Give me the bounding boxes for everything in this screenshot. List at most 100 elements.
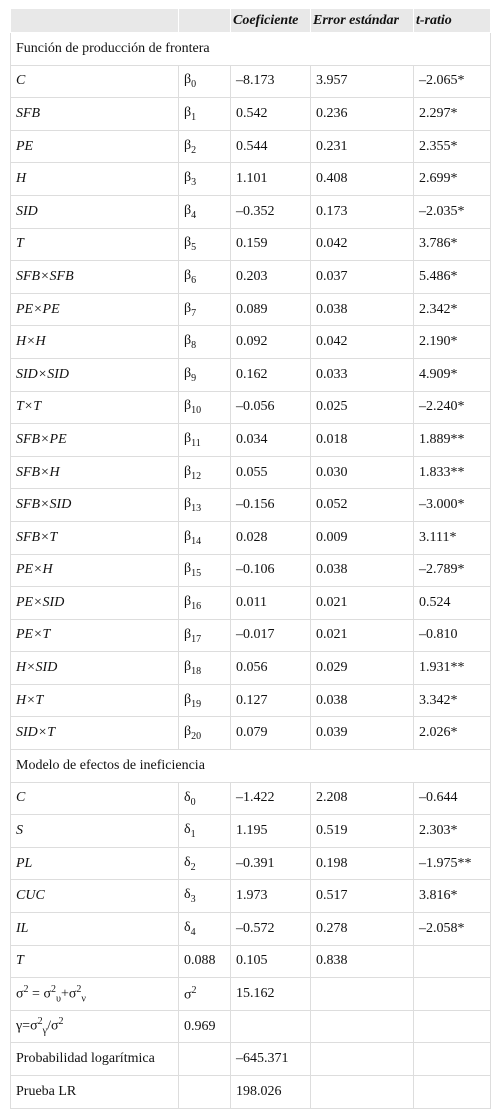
value-cell: 3.957 [310, 64, 414, 99]
value-cell: 0.029 [310, 651, 414, 685]
variable-label: SFB×T [10, 520, 179, 555]
symbol-part: 4 [191, 209, 197, 221]
symbol-cell: δ0 [178, 781, 231, 816]
symbol-cell: β19 [178, 683, 231, 718]
symbol-cell: β5 [178, 227, 231, 262]
symbol-cell: β13 [178, 488, 231, 522]
variable-label: Probabilidad logarítmica [10, 1042, 179, 1076]
symbol-cell: β20 [178, 716, 231, 751]
table-header: Coeficiente Error estándar t-ratio [10, 8, 491, 33]
symbol-part: = σ [28, 986, 51, 1002]
symbol-part: β [184, 137, 192, 153]
data-row: T×T β10 –0.056 0.025 –2.240* [10, 390, 491, 425]
value-cell: 2.026* [413, 716, 491, 751]
value-cell: 0.105 [230, 944, 311, 979]
value-cell: 3.816* [413, 879, 491, 914]
variable-label: C [10, 64, 179, 99]
value-cell: 0.037 [310, 260, 414, 294]
header-row: Coeficiente Error estándar t-ratio [10, 8, 491, 33]
symbol-part: β [184, 528, 192, 544]
symbol-part: 13 [191, 503, 202, 514]
value-cell: –8.173 [230, 64, 311, 99]
value-cell: 2.699* [413, 162, 491, 196]
variable-label: PE×SID [10, 586, 179, 620]
value-cell: –0.056 [230, 390, 311, 425]
value-cell: 0.542 [230, 97, 311, 131]
symbol-cell: δ3 [178, 879, 231, 914]
value-cell: 1.889** [413, 423, 491, 457]
section-row: Función de producción de frontera [10, 32, 491, 66]
column-header: Coeficiente [230, 8, 311, 33]
data-row: SFB×PE β11 0.034 0.018 1.889** [10, 423, 491, 457]
value-cell: –2.789* [413, 553, 491, 588]
symbol-cell: δ2 [178, 846, 231, 881]
symbol-part: 6 [191, 274, 197, 286]
symbol-cell: β14 [178, 520, 231, 555]
symbol-part: 8 [191, 340, 197, 352]
data-row: IL δ4 –0.572 0.278 –2.058* [10, 912, 491, 946]
symbol-part: 1 [190, 828, 196, 840]
symbol-part: +σ [60, 986, 77, 1002]
symbol-part: δ [184, 789, 191, 805]
symbol-part: ν [81, 993, 86, 1005]
value-cell: –0.391 [230, 846, 311, 881]
value-cell: 0.231 [310, 129, 414, 164]
variable-label: SID [10, 194, 179, 229]
symbol-part: β [184, 235, 192, 251]
value-cell: 0.038 [310, 683, 414, 718]
empty-cell [413, 1075, 491, 1109]
symbol-part: γ=σ [16, 1019, 38, 1035]
empty-cell [310, 1009, 414, 1044]
value-cell: 0.009 [310, 520, 414, 555]
variable-label: T×T [10, 390, 179, 425]
value-cell: 1.931** [413, 651, 491, 685]
value-cell: 1.195 [230, 814, 311, 848]
symbol-cell: β7 [178, 292, 231, 327]
data-row: PE×H β15 –0.106 0.038 –2.789* [10, 553, 491, 588]
value-cell: –1.422 [230, 781, 311, 816]
value-cell: 0.088 [178, 944, 231, 979]
empty-cell [310, 1075, 414, 1109]
value-cell: 198.026 [230, 1075, 311, 1109]
value-cell: 0.544 [230, 129, 311, 164]
variable-label: CUC [10, 879, 179, 914]
empty-cell [413, 1042, 491, 1076]
value-cell: –0.156 [230, 488, 311, 522]
symbol-cell: δ4 [178, 912, 231, 946]
symbol-part: 7 [191, 307, 197, 319]
data-row: H×SID β18 0.056 0.029 1.931** [10, 651, 491, 685]
variable-label: SFB×PE [10, 423, 179, 457]
symbol-part: 9 [191, 372, 197, 384]
value-cell: 0.025 [310, 390, 414, 425]
data-row: PE β2 0.544 0.231 2.355* [10, 129, 491, 164]
symbol-cell: β18 [178, 651, 231, 685]
symbol-part: β [184, 72, 192, 88]
symbol-part: υ [56, 993, 61, 1005]
value-cell: –2.035* [413, 194, 491, 229]
symbol-part: 1 [191, 111, 197, 123]
data-row: Prueba LR 198.026 [10, 1075, 491, 1109]
value-cell: –1.975** [413, 846, 491, 881]
value-cell: 3.786* [413, 227, 491, 262]
value-cell: 0.011 [230, 586, 311, 620]
value-cell: 2.355* [413, 129, 491, 164]
value-cell: 0.408 [310, 162, 414, 196]
data-row: PE×T β17 –0.017 0.021 –0.810 [10, 618, 491, 653]
value-cell: 0.173 [310, 194, 414, 229]
value-cell: –645.371 [230, 1042, 311, 1076]
section-row: Modelo de efectos de ineficiencia [10, 749, 491, 783]
symbol-part: 2 [76, 983, 82, 995]
data-row: SFB β1 0.542 0.236 2.297* [10, 97, 491, 131]
symbol-part: 5 [191, 242, 197, 254]
symbol-part: β [184, 626, 192, 642]
empty-cell [413, 1009, 491, 1044]
symbol-part: β [184, 463, 192, 479]
variable-label: S [10, 814, 179, 848]
symbol-cell: σ2 = σ2υ+σ2ν [10, 977, 179, 1011]
value-cell: –3.000* [413, 488, 491, 522]
value-cell: 0.021 [310, 618, 414, 653]
value-cell: 0.033 [310, 357, 414, 392]
